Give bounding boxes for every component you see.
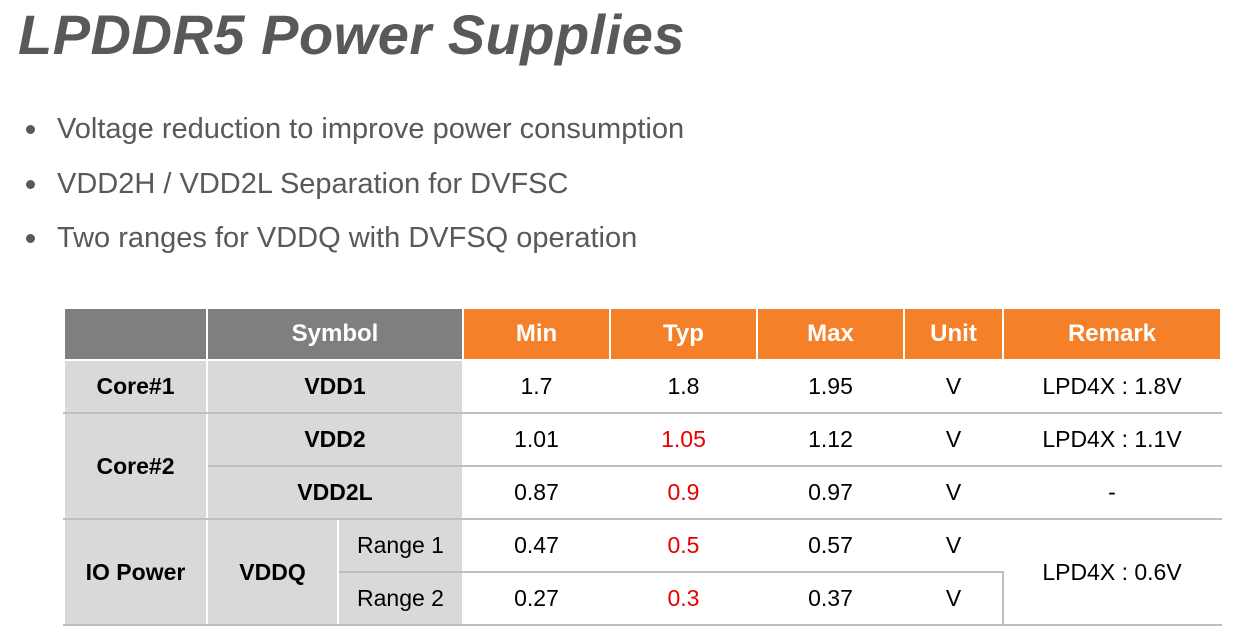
header-blank-cell [63, 307, 208, 361]
table-row: Core#2 VDD2 1.01 1.05 1.12 V LPD4X : 1.1… [63, 412, 1222, 520]
max-cell: 0.57 [756, 518, 905, 573]
range-cell: Range 2 [337, 571, 464, 626]
symbol-cell: VDD2 [206, 412, 464, 467]
typ-cell: 0.3 [609, 571, 758, 626]
min-cell: 0.27 [462, 571, 611, 626]
header-min: Min [462, 307, 611, 361]
bullet-text: VDD2H / VDD2L Separation for DVFSC [57, 167, 569, 200]
unit-cell: V [903, 571, 1004, 626]
max-cell: 1.95 [756, 359, 905, 414]
unit-cell: V [903, 518, 1004, 573]
range-cell: Range 1 [337, 518, 464, 573]
power-supply-table: Symbol Min Typ Max Unit Remark Core#1 VD… [63, 307, 1222, 626]
bullet-dot-icon [26, 125, 35, 134]
symbol-cell: VDD1 [206, 359, 464, 414]
max-cell: 1.12 [756, 412, 905, 467]
table-header-row: Symbol Min Typ Max Unit Remark [63, 307, 1222, 361]
typ-cell: 1.8 [609, 359, 758, 414]
remark-cell: LPD4X : 0.6V [1002, 518, 1222, 626]
bullet-item: Two ranges for VDDQ with DVFSQ operation [22, 219, 684, 274]
typ-cell: 1.05 [609, 412, 758, 467]
min-cell: 1.7 [462, 359, 611, 414]
min-cell: 1.01 [462, 412, 611, 467]
unit-cell: V [903, 465, 1004, 520]
bullet-item: Voltage reduction to improve power consu… [22, 110, 684, 165]
table-row: Core#1 VDD1 1.7 1.8 1.95 V LPD4X : 1.8V [63, 359, 1222, 414]
header-typ: Typ [609, 307, 758, 361]
group-label-core2: Core#2 [63, 412, 208, 520]
bullet-dot-icon [26, 234, 35, 243]
remark-cell: LPD4X : 1.1V [1002, 412, 1222, 467]
symbol-cell: VDDQ [206, 518, 339, 626]
bullet-dot-icon [26, 179, 35, 189]
remark-cell: - [1002, 465, 1222, 520]
symbol-cell: VDD2L [206, 465, 464, 520]
table-row: IO Power VDDQ Range 1 0.47 0.5 0.57 V LP… [63, 518, 1222, 626]
header-symbol: Symbol [206, 307, 464, 361]
typ-cell: 0.5 [609, 518, 758, 573]
remark-cell: LPD4X : 1.8V [1002, 359, 1222, 414]
bullet-text: Two ranges for VDDQ with DVFSQ operation [57, 222, 638, 254]
header-max: Max [756, 307, 905, 361]
group-label-io: IO Power [63, 518, 208, 626]
slide-title: LPDDR5 Power Supplies [18, 3, 686, 66]
bullet-list: Voltage reduction to improve power consu… [22, 110, 684, 274]
table-row: VDD2L 0.87 0.9 0.97 V - [64, 465, 1222, 520]
header-remark: Remark [1002, 307, 1222, 361]
unit-cell: V [903, 359, 1004, 414]
min-cell: 0.87 [462, 465, 611, 520]
min-cell: 0.47 [462, 518, 611, 573]
max-cell: 0.97 [756, 465, 905, 520]
typ-cell: 0.9 [609, 465, 758, 520]
max-cell: 0.37 [756, 571, 905, 626]
group-label-core1: Core#1 [63, 359, 208, 414]
unit-cell: V [903, 412, 1004, 467]
table-row: Range 2 0.27 0.3 0.37 V [64, 571, 1221, 626]
bullet-text: Voltage reduction to improve power consu… [57, 113, 685, 145]
header-unit: Unit [903, 307, 1004, 361]
bullet-item: VDD2H / VDD2L Separation for DVFSC [22, 165, 684, 220]
